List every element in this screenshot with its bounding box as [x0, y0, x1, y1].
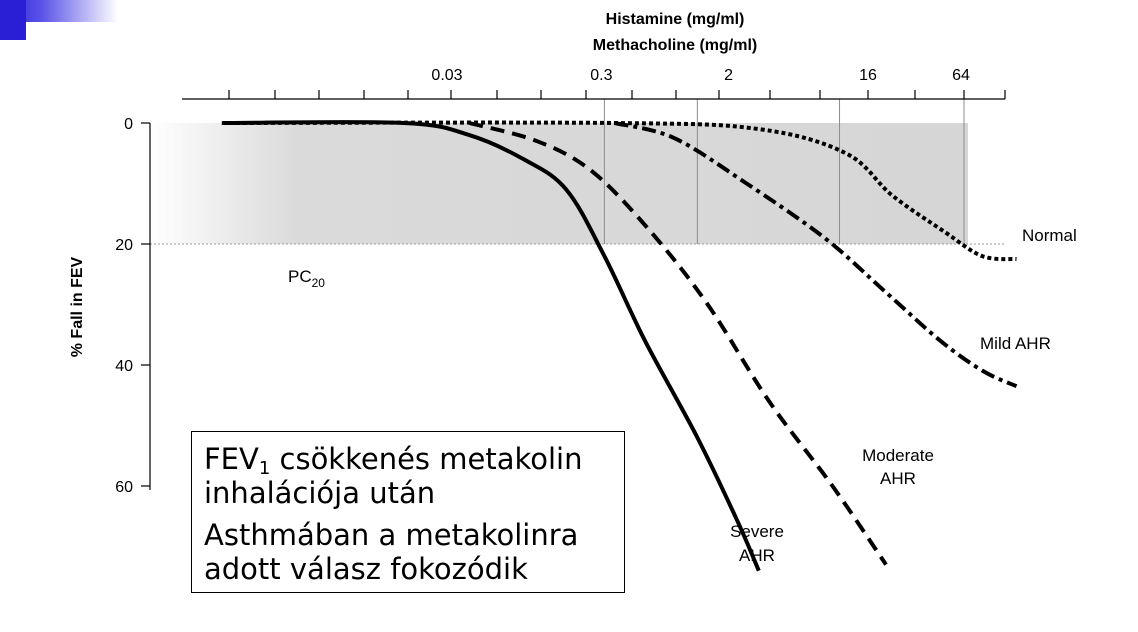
x-tick-label-1: 0.3 — [590, 67, 612, 84]
x-tick-labels: 0.03 0.3 2 16 64 — [431, 67, 970, 84]
annotation-line-3-text: Asthmában a metakolinra — [204, 518, 579, 552]
pc20-label: PC20 — [288, 267, 325, 290]
annotation-line-3: Asthmában a metakolinra adott válasz foko… — [204, 518, 624, 586]
x-axis-title-histamine: Histamine (mg/ml) — [606, 11, 745, 28]
y-tick-label-1: 20 — [115, 237, 133, 254]
series-label-mild: Mild AHR — [980, 334, 1051, 353]
annotation-fev: FEV — [204, 442, 259, 476]
series-line-normal — [221, 120, 1017, 262]
series-label-moderate-line1: Moderate — [862, 446, 934, 465]
x-tick-label-0: 0.03 — [431, 67, 462, 84]
x-tick-label-2: 2 — [724, 67, 733, 84]
x-tick-label-3: 16 — [859, 67, 877, 84]
series-label-severe-line2: AHR — [739, 546, 775, 565]
x-tick-label-4: 64 — [952, 67, 970, 84]
annotation-line-2: inhalációja után — [204, 476, 436, 510]
y-axis-title: % Fall in FEV — [69, 256, 86, 357]
x-axis — [182, 90, 1006, 100]
x-axis-title-methacholine: Methacholine (mg/ml) — [593, 37, 757, 54]
pc20-label-main: PC — [288, 267, 312, 286]
series-label-moderate-line2: AHR — [880, 469, 916, 488]
annotation-box: FEV1 csökkenés metakolin inhalációja után… — [191, 431, 625, 593]
annotation-line-1: FEV1 csökkenés metakolin inhalációja után — [204, 442, 624, 510]
series-line-mild-ahr — [614, 121, 1018, 389]
pc20-label-sub: 20 — [312, 276, 326, 290]
annotation-line-4: adott válasz fokozódik — [204, 552, 528, 586]
slide-corner-accent — [0, 0, 118, 40]
response-curves — [221, 120, 1018, 572]
annotation-fev-subscript: 1 — [258, 458, 271, 479]
annotation-line-1-rest: csökkenés metakolin — [270, 442, 583, 476]
y-tick-label-3: 60 — [115, 479, 133, 496]
band-dividers — [603, 99, 965, 244]
y-tick-label-0: 0 — [124, 116, 133, 133]
y-axis: 0 20 40 60 — [115, 116, 151, 496]
series-line-severe-ahr — [221, 120, 761, 572]
y-tick-label-2: 40 — [115, 358, 133, 375]
series-label-severe-line1: Severe — [730, 522, 784, 541]
series-label-normal: Normal — [1022, 226, 1077, 245]
